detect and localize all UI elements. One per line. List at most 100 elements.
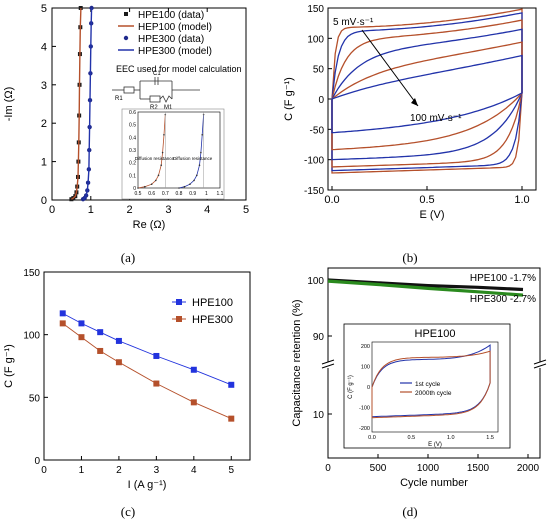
y-tick-label: 0 — [318, 95, 324, 106]
y-tick-label: -100 — [304, 156, 324, 167]
inset-x-label: E (V) — [428, 442, 442, 448]
series-label-hpe100: HPE100 -1.7% — [470, 273, 536, 284]
plot-frame — [327, 7, 537, 191]
inset-point — [201, 134, 204, 136]
y-tick-label: 50 — [29, 393, 41, 404]
inset-y-label: C (F g⁻¹) — [348, 375, 354, 399]
legend-label: HPE100 — [192, 297, 233, 309]
inset-y-tick-label: 0 — [133, 186, 136, 192]
y-tick-label: 50 — [313, 65, 325, 76]
legend-swatch — [176, 299, 182, 305]
x-tick-label: 1 — [88, 204, 94, 216]
circuit-label: C1 — [153, 71, 161, 77]
axis-break — [533, 359, 547, 365]
x-tick-label: 0 — [41, 465, 47, 476]
inset-cv-1 — [371, 350, 491, 419]
data-point — [78, 320, 85, 327]
y-tick-label: 4 — [41, 41, 47, 53]
inset-point — [193, 179, 195, 182]
axis-break — [533, 363, 547, 369]
axis-break — [321, 359, 335, 365]
inset-x-tick-label: 0.9 — [189, 191, 196, 197]
inset-title: HPE100 — [415, 328, 456, 340]
annotation: EEC used for model calculation — [116, 64, 242, 74]
legend-label: HPE300 (data) — [138, 34, 204, 45]
y-axis-label: Capacitance retention (%) — [291, 299, 303, 426]
data-point — [97, 329, 104, 336]
cv-curve-2 — [331, 19, 523, 168]
inset-x-tick-label: 0.6 — [148, 191, 155, 197]
inset-x-tick-label: 1.0 — [447, 435, 455, 441]
y-tick-label: -150 — [304, 186, 324, 197]
x-tick-label: 0 — [325, 463, 331, 474]
x-axis-label: I (A g⁻¹) — [128, 479, 167, 491]
inset-x-tick-label: 0.5 — [135, 191, 142, 197]
caption-c: (c) — [121, 504, 135, 519]
caption-b: (b) — [402, 250, 417, 265]
x-tick-label: 0 — [49, 204, 55, 216]
inset-point — [198, 164, 201, 166]
inset-x-tick-label: 1.5 — [486, 435, 494, 441]
inset-point — [137, 187, 139, 189]
legend-swatch — [176, 316, 182, 322]
x-tick-label: 1.0 — [514, 194, 529, 206]
legend-label: HEP100 (model) — [138, 22, 212, 33]
x-tick-label: 0.0 — [324, 194, 339, 206]
x-tick-label: 500 — [370, 463, 387, 474]
inset-y-tick-label: 100 — [361, 365, 370, 371]
panel-b: 0.0 0.5 1.0 -150 -100 -50 0 50 100 150 E (V) C (F g… — [283, 4, 537, 221]
data-point — [78, 334, 85, 341]
series-line-3 — [82, 7, 93, 200]
inset-point — [154, 179, 157, 182]
y-tick-label: 100 — [307, 34, 324, 45]
x-tick-label: 2000 — [517, 463, 540, 474]
annotation-5mv: 5 mV·s⁻¹ — [333, 17, 374, 28]
axis-break-mask — [534, 362, 546, 368]
plot-frame — [51, 7, 247, 201]
inset-x-tick-label: 0.7 — [162, 191, 169, 197]
arrow-shaft — [361, 29, 419, 107]
y-axis-label: C (F g⁻¹) — [283, 77, 295, 121]
inset-y-tick-label: 0.6 — [129, 110, 136, 116]
panel-a: 0 1 2 3 4 5 0 1 2 3 4 5 Re (Ω) -Im (Ω) HPE100 (data)HE… — [3, 3, 249, 231]
x-tick-label: 1000 — [417, 463, 440, 474]
inset-point — [163, 134, 165, 136]
data-point — [59, 310, 66, 317]
inset-label: Diffusion resistance — [173, 156, 213, 161]
x-tick-label: 5 — [228, 465, 234, 476]
inset-point — [200, 151, 202, 154]
series-line-1 — [62, 323, 232, 420]
inset-legend-label: 2000th cycle — [415, 390, 452, 397]
y-tick-label: 1 — [41, 157, 47, 169]
inset-y-tick-label: 0 — [367, 385, 370, 391]
x-tick-label: 1500 — [467, 463, 490, 474]
x-tick-label: 4 — [191, 465, 197, 476]
inset-y-tick-label: 0.3 — [129, 148, 136, 154]
inset-y-tick-label: 0.1 — [129, 173, 136, 179]
cv-curve-1 — [331, 12, 523, 172]
circuit-label: M1 — [164, 105, 173, 111]
axis-break-mask — [322, 362, 334, 368]
resistor-r2 — [149, 95, 161, 103]
element-m1 — [159, 95, 173, 103]
inset-point — [183, 185, 186, 188]
data-point — [228, 415, 235, 422]
inset-y-tick-label: 0.5 — [129, 123, 136, 129]
y-axis-label: -Im (Ω) — [3, 87, 15, 122]
y-tick-label: 2 — [41, 118, 47, 130]
axis-break — [321, 363, 335, 369]
x-axis-label: E (V) — [419, 209, 444, 221]
inset-frame — [343, 323, 511, 449]
y-tick-label: 100 — [23, 331, 40, 342]
series-label-hpe300: HPE300 -2.7% — [470, 294, 536, 305]
y-tick-label: 5 — [41, 3, 47, 15]
plot-frame — [43, 271, 251, 461]
inset-point — [161, 151, 164, 154]
x-tick-label: 5 — [243, 204, 249, 216]
inset-label: Diffusion resistance — [135, 156, 175, 161]
inset-y-tick-label: 0.4 — [129, 135, 136, 141]
circuit-label: R2 — [150, 105, 158, 111]
inset-y-tick-label: 200 — [361, 344, 370, 350]
